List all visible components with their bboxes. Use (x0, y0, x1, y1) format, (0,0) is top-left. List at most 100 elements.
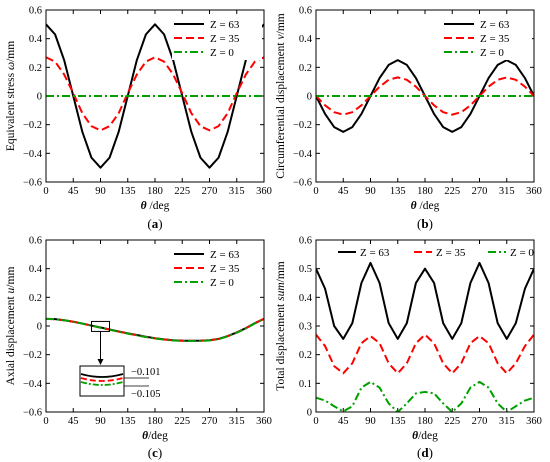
x-tick-label: 135 (390, 416, 406, 427)
legend-entry: Z = 0 (480, 47, 504, 59)
x-tick-label: 45 (338, 186, 349, 197)
panel-label: (d) (417, 445, 433, 460)
y-axis-label: Axial displacement u/mm (5, 267, 17, 386)
y-tick-label: 0.1 (299, 379, 312, 390)
y-tick-label: 0.2 (29, 63, 42, 74)
legend-entry: Z = 63 (210, 19, 240, 31)
legend-entry: Z = 35 (210, 33, 240, 45)
y-axis-label: Total displacement sum/mm (275, 261, 287, 391)
x-tick-label: 225 (444, 186, 460, 197)
y-tick-label: −0.6 (293, 178, 312, 189)
panel-label: (a) (147, 216, 162, 231)
y-axis-label: Equivalent stress ω/mm (5, 41, 17, 151)
y-tick-label: 0 (37, 92, 42, 103)
zoom-inset-curve (80, 381, 124, 386)
y-tick-label: 0.4 (29, 34, 43, 45)
x-tick-label: 225 (174, 186, 190, 197)
legend-entry: Z = 35 (210, 263, 240, 275)
x-tick-label: 180 (147, 416, 163, 427)
x-tick-label: 225 (174, 416, 190, 427)
y-tick-label: −0.2 (23, 350, 42, 361)
x-tick-label: 90 (365, 416, 376, 427)
x-tick-label: 360 (526, 416, 542, 427)
inset-label-upper: −0.101 (131, 367, 161, 378)
legend-entry: Z = 35 (436, 247, 466, 259)
series-line-z0 (46, 317, 264, 343)
x-tick-label: 180 (417, 416, 433, 427)
zoom-inset-curve (80, 373, 124, 378)
y-tick-label: 0.4 (299, 293, 313, 304)
x-tick-label: 135 (390, 186, 406, 197)
y-tick-label: −0.4 (23, 379, 43, 390)
y-tick-label: −0.6 (23, 408, 42, 419)
x-axis-label: θ/deg (142, 430, 168, 442)
x-axis-label: θ/deg (412, 430, 438, 442)
y-tick-label: 0.4 (299, 34, 313, 45)
panel-label: (b) (417, 216, 433, 231)
chart-panel-b: 0 45 90 135 180 225 270 315 360 −0.6 −0.4 −0.2 0 0.2 0… (275, 6, 542, 232)
series-line-z63 (46, 23, 264, 169)
plot-frame (315, 239, 535, 413)
series-line-z63 (316, 261, 534, 340)
x-tick-label: 180 (147, 186, 163, 197)
x-tick-label: 360 (256, 186, 272, 197)
panel-label: (c) (148, 445, 162, 460)
y-tick-label: −0.4 (293, 149, 313, 160)
x-tick-label: 135 (120, 186, 136, 197)
y-tick-label: 0 (37, 322, 42, 333)
y-axis-label: Circumferential displacement v/mm (275, 13, 287, 178)
inset-label-lower: −0.105 (131, 389, 161, 400)
y-tick-label: 0.6 (299, 6, 312, 17)
x-tick-label: 360 (256, 416, 272, 427)
y-tick-label: 0 (307, 408, 312, 419)
x-tick-label: 90 (95, 186, 106, 197)
y-tick-label: 0.6 (29, 6, 42, 17)
chart-panel-a: 0 45 90 135 180 225 270 315 360 −0.6 −0.4 −0.2 0 0.2 0… (5, 6, 272, 232)
x-tick-label: 45 (338, 416, 349, 427)
y-tick-label: 0.3 (299, 322, 312, 333)
x-tick-label: 315 (229, 186, 245, 197)
x-tick-label: 0 (313, 186, 318, 197)
x-tick-label: 135 (120, 416, 136, 427)
y-tick-label: 0.2 (299, 350, 312, 361)
legend-entry: Z = 0 (210, 277, 234, 289)
x-tick-label: 0 (313, 416, 318, 427)
x-tick-label: 270 (202, 416, 218, 427)
plot-frame (45, 239, 265, 413)
legend-entry: Z = 0 (210, 47, 234, 59)
y-tick-label: 0.2 (299, 63, 312, 74)
y-tick-label: 0.5 (299, 264, 312, 275)
legend-entry: Z = 0 (510, 247, 534, 259)
x-tick-label: 360 (526, 186, 542, 197)
x-tick-label: 225 (444, 416, 460, 427)
y-tick-label: 0.4 (29, 264, 43, 275)
y-tick-label: 0.2 (29, 293, 42, 304)
y-tick-label: 0.6 (29, 236, 42, 247)
x-tick-label: 45 (68, 186, 79, 197)
y-tick-label: −0.4 (23, 149, 43, 160)
x-tick-label: 315 (499, 416, 515, 427)
legend-entry: Z = 63 (210, 249, 240, 261)
x-tick-label: 270 (472, 186, 488, 197)
legend-entry: Z = 63 (480, 19, 510, 31)
x-tick-label: 90 (95, 416, 106, 427)
x-tick-label: 270 (202, 186, 218, 197)
y-tick-label: 0.6 (299, 236, 312, 247)
x-tick-label: 45 (68, 416, 79, 427)
y-tick-label: −0.2 (23, 120, 42, 131)
legend-entry: Z = 63 (360, 247, 390, 259)
y-tick-label: 0 (307, 92, 312, 103)
zoom-inset-curve (80, 377, 124, 382)
x-axis-label: θ /deg (411, 200, 440, 212)
y-tick-label: −0.6 (23, 178, 42, 189)
x-tick-label: 90 (365, 186, 376, 197)
x-tick-label: 315 (499, 186, 515, 197)
x-axis-label: θ /deg (141, 200, 170, 212)
series-line-z35 (316, 333, 534, 375)
plot-frame (45, 9, 265, 183)
legend-entry: Z = 35 (480, 33, 510, 45)
y-tick-label: −0.2 (293, 120, 312, 131)
x-tick-label: 0 (43, 186, 48, 197)
chart-panel-c: 0 45 90 135 180 225 270 315 360 −0.6 −0.4 −0.2 0 0.2 0… (5, 236, 272, 461)
